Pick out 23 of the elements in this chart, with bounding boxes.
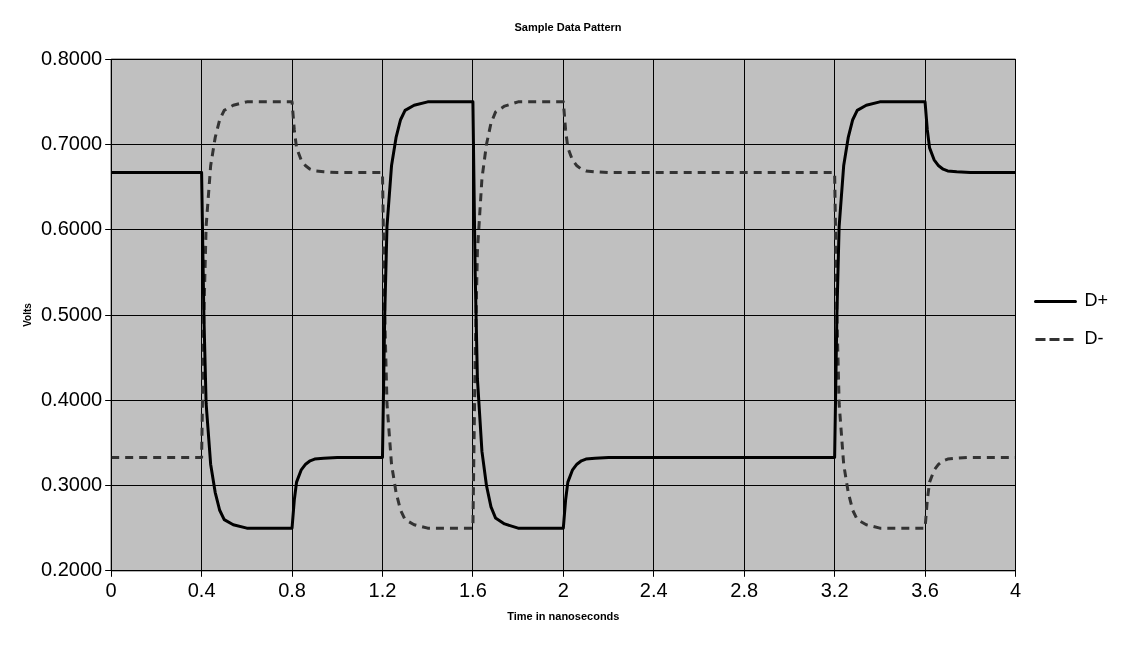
legend-label: D-: [1084, 328, 1104, 349]
y-tick-label: 0.8000: [41, 46, 103, 69]
y-tick-label: 0.2000: [41, 558, 103, 581]
x-tick-label: 2.4: [639, 579, 668, 602]
x-tick-label: 3.6: [911, 579, 939, 602]
y-axis-title: Volts: [21, 302, 33, 327]
y-tick-label: 0.7000: [41, 131, 103, 154]
y-tick-label: 0.3000: [41, 473, 103, 496]
legend-label: D+: [1084, 290, 1108, 311]
y-tick-label: 0.5000: [41, 302, 103, 325]
x-tick-label: 1.6: [458, 579, 487, 602]
x-tick-label: 2: [557, 579, 569, 602]
x-tick-label: 2.8: [730, 579, 759, 602]
y-tick-label: 0.4000: [41, 387, 103, 410]
x-tick-label: 4: [1009, 579, 1022, 602]
x-axis-title: Time in nanoseconds: [507, 610, 620, 623]
x-tick-label: 1.2: [368, 579, 397, 602]
x-tick-label: 0.4: [187, 579, 216, 602]
chart-title: Sample Data Pattern: [514, 20, 622, 33]
x-tick-label: 3.2: [820, 579, 849, 602]
x-tick-label: 0: [105, 579, 117, 602]
y-tick-label: 0.6000: [41, 217, 103, 240]
x-tick-label: 0.8: [278, 579, 306, 602]
